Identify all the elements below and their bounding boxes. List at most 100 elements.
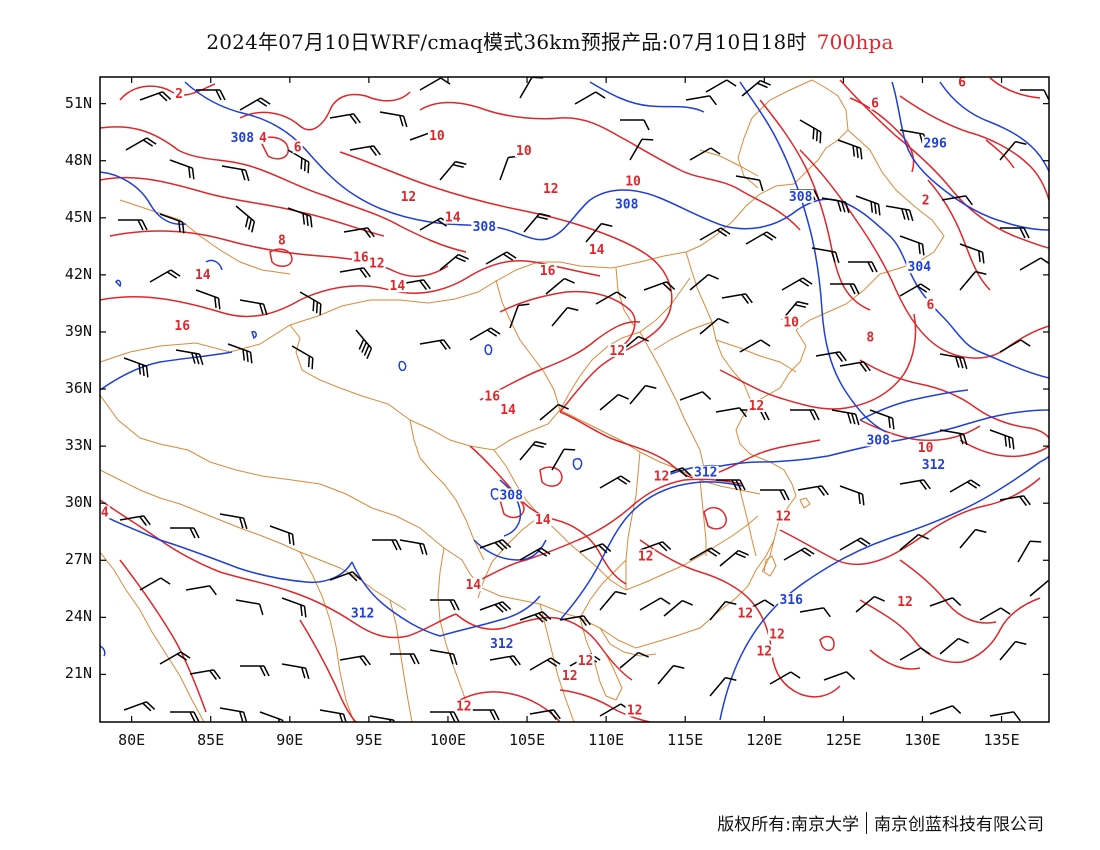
- wind-barb-feather: [246, 350, 249, 363]
- wind-barb: [629, 138, 654, 161]
- wind-barb-feather: [975, 270, 987, 275]
- axis-ticks: [100, 77, 1049, 722]
- wind-barb: [479, 539, 512, 551]
- wind-barb: [399, 539, 428, 556]
- wind-barb-staff: [189, 669, 214, 675]
- wind-barb: [329, 571, 362, 582]
- wind-barb: [269, 525, 295, 546]
- wind-barb-feather: [1000, 607, 1011, 615]
- wind-barb-feather: [849, 283, 856, 295]
- wind-barb-feather: [209, 585, 217, 596]
- wind-barb: [470, 709, 500, 721]
- wind-barb-feather: [363, 228, 371, 238]
- wind-barb-feather: [319, 303, 322, 316]
- map-frame: [99, 76, 1050, 723]
- wind-barb-feather: [191, 352, 196, 364]
- wind-barb-feather: [682, 599, 693, 606]
- wind-barb-feather: [304, 667, 310, 680]
- wind-barb: [679, 391, 712, 401]
- wind-barb: [885, 205, 914, 222]
- wind-barb-staff: [705, 79, 728, 93]
- wind-barb-feather: [162, 91, 172, 101]
- wind-barb-feather: [302, 213, 306, 225]
- wind-barb-feather: [958, 637, 969, 644]
- height-contours: [100, 81, 1049, 721]
- wind-barb-feather: [137, 219, 144, 231]
- temperature-label: 14: [390, 279, 406, 294]
- wind-barb-feather: [598, 544, 608, 554]
- wind-barb: [551, 306, 579, 327]
- wind-barb-feather: [874, 595, 885, 602]
- wind-barb: [1017, 540, 1042, 563]
- wind-barb-feather: [638, 335, 649, 342]
- wind-barb: [939, 637, 969, 655]
- wind-barb-feather: [309, 216, 313, 228]
- wind-barb-feather: [716, 229, 728, 237]
- wind-barb: [643, 281, 676, 292]
- wind-barb-staff: [221, 165, 246, 171]
- wind-barb-feather: [739, 479, 746, 491]
- temperature-label-bg: [514, 144, 533, 158]
- wind-barb-feather: [1019, 227, 1026, 239]
- wind-barb-feather: [209, 670, 217, 680]
- temperature-label: 6: [926, 298, 934, 313]
- wind-barb-feather: [918, 242, 921, 255]
- temperature-label: 6: [958, 76, 966, 91]
- temperature-label-bg: [576, 654, 595, 668]
- wind-barb-staff: [799, 607, 824, 613]
- wind-barb-feather: [745, 293, 753, 304]
- temperature-label: 6: [871, 97, 879, 112]
- wind-barb-staff: [595, 291, 618, 305]
- wind-barb-staff: [529, 657, 552, 671]
- temperature-label: 16: [540, 264, 556, 279]
- wind-barb: [959, 270, 987, 291]
- wind-barb-feather: [817, 486, 825, 496]
- wind-barb-feather: [813, 409, 820, 421]
- wind-barb-feather: [288, 532, 291, 545]
- wind-barb-feather: [443, 339, 451, 350]
- wind-barb-feather: [860, 537, 871, 545]
- wind-barb-feather: [970, 479, 981, 487]
- wind-barb-feather: [498, 540, 508, 550]
- lat-label: 36N: [64, 379, 92, 398]
- wind-barb: [523, 212, 551, 233]
- temperature-label-bg: [747, 399, 766, 413]
- wind-barb: [185, 585, 217, 596]
- wind-barb-feather: [361, 341, 367, 353]
- height-label-bg: [906, 260, 933, 274]
- wind-barb-feather: [146, 137, 157, 145]
- wind-barb-staff: [741, 79, 761, 97]
- wind-barb-feather: [145, 366, 149, 378]
- wind-barb: [519, 440, 547, 461]
- wind-barb: [281, 597, 307, 618]
- wind-barb-feather: [536, 549, 548, 557]
- wind-barb: [839, 537, 871, 551]
- height-label: 312: [922, 458, 945, 473]
- temperature-label: 12: [562, 669, 578, 684]
- wind-barb-feather: [142, 364, 145, 377]
- wind-barb-feather: [835, 352, 843, 362]
- temperature-label: 10: [516, 144, 532, 159]
- wind-barb-staff: [679, 391, 703, 401]
- wind-barb-feather: [423, 279, 431, 290]
- country-borders: [100, 79, 945, 722]
- wind-barb-feather: [821, 485, 829, 496]
- wind-barb-staff: [929, 705, 953, 715]
- wind-barb-staff: [699, 227, 722, 241]
- wind-barb-staff: [1017, 540, 1031, 563]
- wind-barb-staff: [1029, 579, 1049, 597]
- height-label: 308: [866, 433, 890, 448]
- wind-barb-feather: [536, 215, 548, 221]
- temperature-label-bg: [925, 298, 936, 312]
- wind-barb: [599, 590, 627, 611]
- temperature-label-bg: [367, 256, 386, 270]
- wind-barb-feather: [418, 543, 424, 555]
- wind-barb-feather: [867, 261, 874, 273]
- wind-barb-feather: [217, 298, 221, 310]
- wind-barb: [716, 479, 746, 491]
- temperature-label-bg: [957, 75, 968, 89]
- wind-barb-staff: [499, 157, 509, 181]
- wind-barb-feather: [455, 256, 466, 263]
- lon-label: 105E: [508, 731, 546, 749]
- temperature-label-bg: [774, 509, 793, 523]
